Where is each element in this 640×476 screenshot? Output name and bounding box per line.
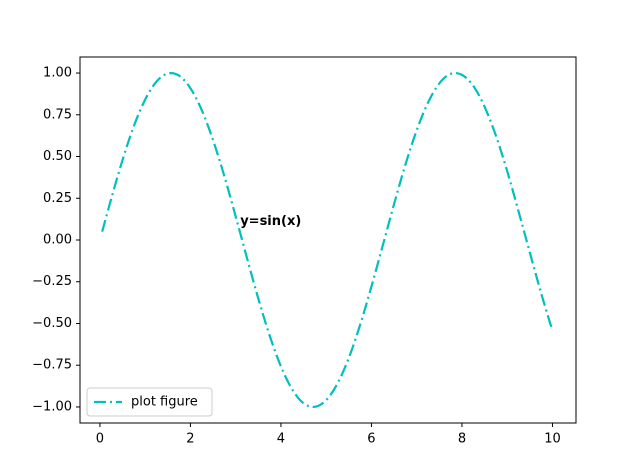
x-tick-label: 2 [186,432,194,447]
x-tick-label: 4 [277,432,285,447]
legend-label: plot figure [131,395,198,410]
plot-frame [79,56,577,424]
legend-box [86,387,213,417]
x-tick-label: 8 [458,432,466,447]
x-tick-label: 10 [544,432,561,447]
x-tick-label: 0 [96,432,104,447]
y-tick-label: 0.50 [43,149,72,164]
y-tick-label: −0.75 [32,358,72,373]
y-tick-label: −0.50 [32,316,72,331]
y-tick-label: 0.25 [43,191,72,206]
series-line [101,71,554,409]
x-tick-label: 6 [367,432,375,447]
y-tick-label: 0.75 [43,107,72,122]
annotation: y=sin(x) [240,214,301,229]
y-tick-label: 1.00 [43,66,72,81]
y-tick-label: 0.00 [43,233,72,248]
y-tick-label: −1.00 [32,399,72,414]
y-tick-label: −0.25 [32,274,72,289]
